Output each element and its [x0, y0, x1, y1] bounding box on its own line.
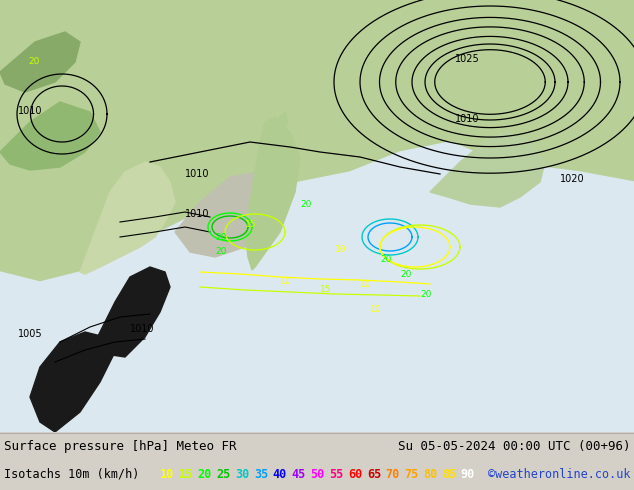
Text: 50: 50 — [311, 467, 325, 481]
Text: 30: 30 — [235, 467, 249, 481]
Text: 20: 20 — [215, 233, 226, 242]
Text: 40: 40 — [273, 467, 287, 481]
Text: 20: 20 — [300, 200, 311, 209]
Text: 1010: 1010 — [455, 114, 479, 124]
Text: 20: 20 — [400, 270, 411, 279]
Text: 1010: 1010 — [185, 169, 209, 179]
Text: 25: 25 — [216, 467, 231, 481]
Text: 65: 65 — [367, 467, 381, 481]
Text: 90: 90 — [461, 467, 475, 481]
Text: 70: 70 — [385, 467, 400, 481]
Polygon shape — [0, 102, 100, 170]
Text: 15: 15 — [245, 220, 257, 229]
Polygon shape — [245, 117, 300, 270]
Text: 55: 55 — [329, 467, 344, 481]
Text: Su 05-05-2024 00:00 UTC (00+96): Su 05-05-2024 00:00 UTC (00+96) — [398, 440, 630, 452]
Polygon shape — [430, 132, 545, 207]
Text: 1025: 1025 — [455, 54, 480, 64]
Polygon shape — [0, 142, 634, 432]
Text: 20: 20 — [380, 255, 391, 264]
Polygon shape — [95, 267, 170, 357]
Text: 1010: 1010 — [18, 106, 42, 116]
Polygon shape — [175, 172, 285, 257]
Text: 80: 80 — [424, 467, 437, 481]
Text: Surface pressure [hPa] Meteo FR: Surface pressure [hPa] Meteo FR — [4, 440, 236, 452]
Text: 15: 15 — [179, 467, 193, 481]
Text: 1010: 1010 — [130, 324, 155, 334]
Text: 20: 20 — [28, 57, 39, 66]
Polygon shape — [440, 0, 634, 122]
Text: Isotachs 10m (km/h): Isotachs 10m (km/h) — [4, 467, 139, 481]
Text: ©weatheronline.co.uk: ©weatheronline.co.uk — [488, 467, 630, 481]
Text: 45: 45 — [292, 467, 306, 481]
Text: 15: 15 — [320, 285, 332, 294]
Polygon shape — [275, 112, 288, 132]
Text: 1020: 1020 — [560, 174, 585, 184]
Text: 1010: 1010 — [185, 209, 209, 219]
Text: 10: 10 — [160, 467, 174, 481]
Text: 75: 75 — [404, 467, 418, 481]
Text: 20: 20 — [215, 247, 226, 256]
Polygon shape — [0, 32, 80, 92]
Text: 35: 35 — [254, 467, 268, 481]
Polygon shape — [30, 332, 115, 432]
Text: 60: 60 — [348, 467, 362, 481]
Text: 10: 10 — [370, 305, 382, 314]
Text: 20: 20 — [198, 467, 212, 481]
Text: 85: 85 — [442, 467, 456, 481]
Text: 10: 10 — [360, 280, 372, 289]
Polygon shape — [80, 162, 175, 274]
Text: 10: 10 — [335, 245, 347, 254]
Text: 1005: 1005 — [18, 329, 42, 339]
Polygon shape — [0, 0, 634, 342]
Text: 20: 20 — [420, 290, 431, 299]
Text: 10: 10 — [280, 277, 292, 286]
